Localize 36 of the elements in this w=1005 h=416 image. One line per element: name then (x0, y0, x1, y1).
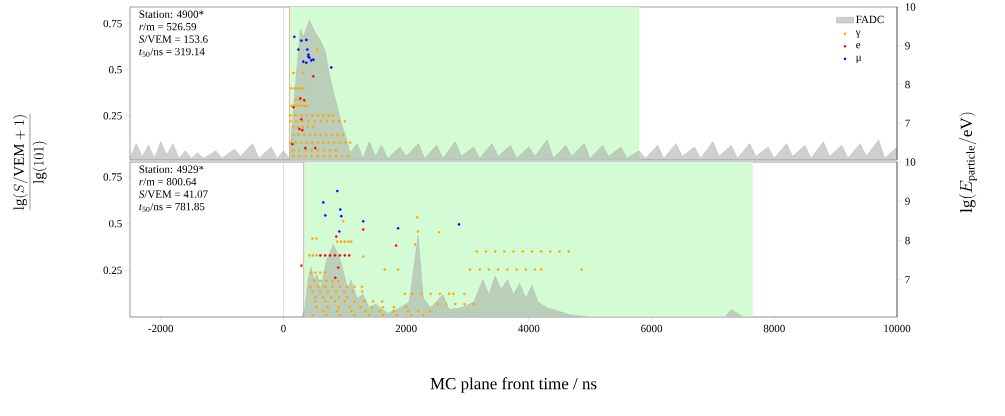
x-axis-title: MC plane front time / ns (430, 377, 597, 393)
legend-label: FADC (856, 15, 884, 24)
legend-label: e (856, 43, 861, 49)
y2-tick-label: 9 (905, 197, 910, 205)
y-tick-label: 0.75 (103, 173, 122, 181)
y2-tick-label: 8 (905, 236, 910, 245)
y2-tick-label: 8 (905, 80, 910, 89)
x-tick-label: 6000 (641, 324, 663, 333)
annotation: S/VEM = 153.6 (139, 35, 208, 43)
y-tick-label: 0.75 (103, 19, 122, 28)
annotation: t$_{50}$/ns = 781.85 (139, 202, 205, 212)
annotation: r/m = 800.64 (139, 177, 197, 186)
y-tick-label: 0.25 (103, 112, 122, 120)
y2-axis-title: $\lg(E_{\mathrm{particle}}/\mathrm{eV})$ (959, 112, 978, 213)
annotation: S/VEM = 41.07 (139, 190, 208, 198)
y2-tick-label: 7 (905, 119, 910, 127)
x-tick-label: 0 (281, 324, 286, 333)
y-tick-label: 0.5 (108, 65, 122, 74)
annotation: r/m = 526.59 (139, 23, 197, 31)
x-tick-label: 8000 (763, 324, 785, 333)
y2-tick-label: 9 (905, 42, 910, 50)
y-tick-label: 0.5 (108, 219, 122, 228)
x-tick-label: 2000 (395, 324, 417, 333)
legend-label: μ (856, 55, 862, 64)
y2-tick-label: 10 (905, 158, 916, 166)
x-tick-label: 4000 (518, 324, 540, 333)
y-tick-label: 0.25 (103, 266, 122, 275)
x-tick-label: -2000 (148, 324, 174, 333)
annotation: Station: 4900* (139, 10, 204, 18)
y-axis-title: $\frac{\lg(S/\mathrm{VEM}+1)}{\lg(101)}$ (13, 113, 47, 211)
annotation: t$_{50}$/ns = 319.14 (139, 47, 205, 57)
y2-tick-label: 10 (905, 3, 916, 11)
y2-tick-label: 7 (905, 276, 910, 284)
legend-label: γ (855, 30, 861, 38)
annotation: Station: 4929* (139, 165, 204, 173)
x-tick-label: 10000 (884, 324, 911, 333)
